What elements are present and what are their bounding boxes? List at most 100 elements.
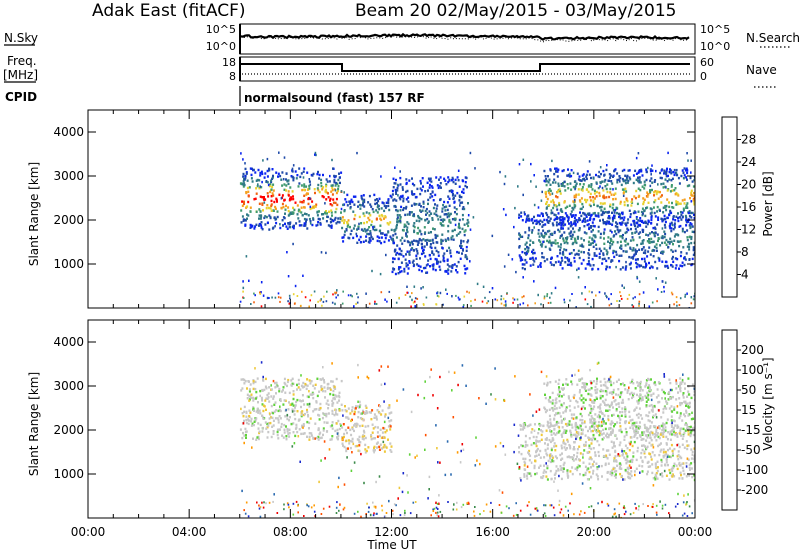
echo-cell (322, 412, 325, 415)
echo-cell (338, 427, 341, 431)
echo-cell (588, 388, 591, 391)
echo-cell (271, 168, 274, 171)
echo-cell (282, 436, 285, 439)
echo-cell (590, 466, 592, 469)
echo-cell (348, 442, 351, 445)
echo-cell (640, 170, 643, 173)
echo-cell (528, 452, 530, 456)
ground-scatter-cell (410, 305, 412, 308)
echo-cell (409, 243, 412, 247)
echo-cell (332, 198, 335, 201)
echo-cell (253, 397, 256, 400)
echo-cell (641, 398, 644, 401)
echo-cell (665, 243, 668, 246)
echo-cell (619, 411, 621, 414)
echo-cell (670, 169, 673, 172)
echo-cell (331, 380, 334, 383)
echo-cell (581, 414, 583, 418)
echo-cell (608, 215, 611, 218)
ground-scatter-cell (571, 293, 573, 295)
echo-cell (691, 475, 694, 479)
echo-cell (279, 398, 282, 401)
echo-cell (626, 466, 629, 470)
echo-cell (407, 240, 410, 244)
echo-cell (372, 210, 375, 214)
echo-cell (535, 450, 538, 453)
echo-cell (580, 214, 583, 218)
echo-cell (573, 441, 576, 444)
echo-cell (335, 181, 338, 185)
echo-cell (689, 197, 691, 200)
echo-cell (533, 251, 536, 255)
echo-cell (613, 400, 616, 403)
echo-cell (594, 454, 597, 457)
echo-cell (585, 200, 588, 204)
echo-cell (610, 420, 613, 423)
echo-cell (393, 257, 396, 261)
echo-cell (261, 430, 264, 433)
echo-cell (590, 418, 593, 421)
echo-cell (641, 257, 643, 261)
echo-cell (608, 453, 611, 456)
echo-cell (563, 402, 565, 405)
echo-cell (401, 236, 404, 240)
echo-cell (258, 431, 261, 435)
echo-cell (574, 184, 577, 187)
echo-cell (532, 263, 535, 266)
echo-cell (254, 387, 257, 391)
ground-scatter-cell (618, 300, 621, 302)
echo-cell (378, 197, 381, 200)
echo-cell (301, 386, 304, 389)
echo-cell (565, 429, 568, 433)
echo-cell (609, 470, 612, 474)
echo-cell (315, 224, 318, 227)
echo-cell (571, 233, 574, 236)
echo-cell (418, 229, 421, 232)
echo-cell (566, 215, 569, 219)
ground-scatter-cell (638, 304, 640, 307)
echo-cell (299, 388, 302, 391)
echo-cell (518, 216, 520, 219)
echo-cell (305, 185, 308, 188)
ground-scatter-cell (638, 300, 641, 303)
echo-cell (361, 435, 364, 438)
echo-cell (621, 474, 623, 478)
echo-cell (686, 236, 689, 239)
echo-cell (559, 209, 562, 212)
echo-cell (335, 191, 338, 195)
echo-cell (665, 407, 668, 410)
echo-cell (272, 397, 275, 400)
echo-cell (274, 207, 277, 210)
echo-cell (553, 404, 556, 408)
scatter-cell (302, 274, 304, 277)
scatter-cell (425, 264, 428, 267)
echo-cell (269, 183, 272, 186)
echo-cell (269, 421, 272, 425)
echo-cell (533, 260, 536, 263)
echo-cell (343, 445, 346, 449)
echo-cell (668, 407, 671, 410)
echo-cell (688, 463, 691, 466)
echo-cell (435, 262, 438, 265)
echo-cell (277, 172, 280, 175)
echo-cell (610, 440, 613, 443)
echo-cell (599, 403, 602, 406)
echo-cell (679, 264, 682, 267)
echo-cell (277, 175, 279, 178)
echo-cell (307, 214, 310, 217)
echo-cell (541, 476, 544, 480)
echo-cell (549, 169, 552, 172)
scatter-cell (604, 292, 606, 295)
scatter-cell (668, 213, 670, 216)
echo-cell (670, 229, 673, 233)
echo-cell (266, 422, 269, 426)
echo-cell (680, 218, 683, 221)
echo-cell (594, 197, 596, 200)
echo-cell (395, 236, 398, 239)
echo-cell (304, 382, 307, 386)
echo-cell (650, 439, 653, 442)
echo-cell (621, 391, 624, 394)
echo-cell (456, 250, 459, 254)
echo-cell (461, 190, 463, 194)
echo-cell (245, 171, 248, 174)
